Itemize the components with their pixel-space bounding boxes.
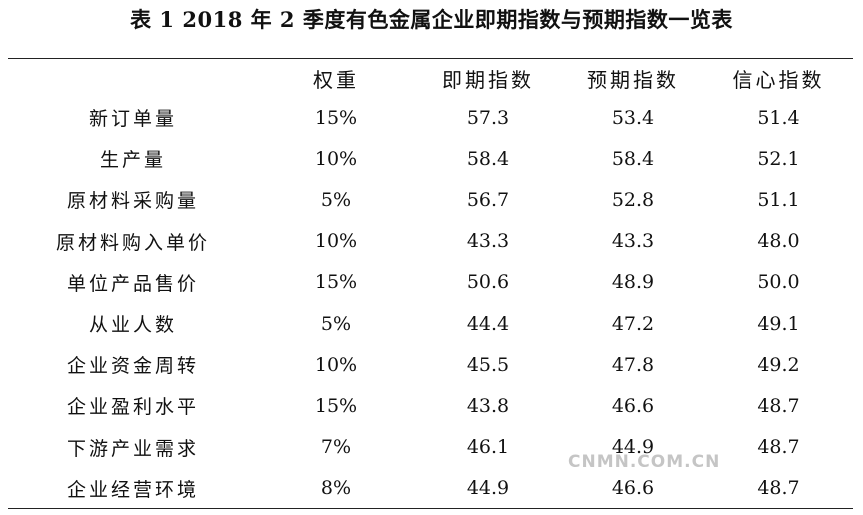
row-weight: 5% <box>320 312 352 335</box>
row-weight: 8% <box>320 477 352 500</box>
row-expected: 47.8 <box>611 353 655 376</box>
row-weight: 10% <box>314 147 358 170</box>
table-row: 单位产品售价 15% 50.6 48.9 50.0 <box>8 262 853 303</box>
row-confidence: 49.1 <box>757 312 800 335</box>
row-confidence: 48.0 <box>757 230 800 253</box>
row-name: 下游产业需求 <box>66 437 199 460</box>
row-weight: 7% <box>320 436 352 459</box>
table-bottom-rule <box>8 508 853 509</box>
table-row: 企业盈利水平 15% 43.8 46.6 48.7 <box>8 385 853 426</box>
row-confidence: 52.1 <box>757 147 800 170</box>
row-weight: 15% <box>314 394 358 417</box>
row-expected: 58.4 <box>611 147 655 170</box>
row-weight: 15% <box>314 271 358 294</box>
row-name: 企业经营环境 <box>66 478 199 501</box>
row-expected: 53.4 <box>611 106 655 129</box>
row-confidence: 51.1 <box>757 188 800 211</box>
row-name: 企业盈利水平 <box>66 396 199 419</box>
row-weight: 10% <box>314 353 358 376</box>
row-confidence: 50.0 <box>757 271 800 294</box>
row-current: 44.9 <box>466 477 510 500</box>
row-confidence: 48.7 <box>757 436 800 459</box>
header-current-index: 即期指数 <box>442 67 534 92</box>
table-top-rule <box>8 58 853 59</box>
row-current: 45.5 <box>466 353 510 376</box>
table-row: 从业人数 5% 44.4 47.2 49.1 <box>8 303 853 344</box>
table-row: 企业资金周转 10% 45.5 47.8 49.2 <box>8 344 853 385</box>
header-weight: 权重 <box>313 67 359 92</box>
header-row: 权重 即期指数 预期指数 信心指数 <box>8 59 853 97</box>
row-expected: 52.8 <box>611 188 655 211</box>
row-current: 57.3 <box>466 106 510 129</box>
table-row: 生产量 10% 58.4 58.4 52.1 <box>8 138 853 179</box>
row-current: 50.6 <box>466 271 510 294</box>
header-confidence-index: 信心指数 <box>732 67 825 92</box>
row-confidence: 49.2 <box>757 353 800 376</box>
table-row: 原材料采购量 5% 56.7 52.8 51.1 <box>8 179 853 220</box>
row-expected: 46.6 <box>611 477 655 500</box>
row-name: 原材料购入单价 <box>55 231 210 254</box>
row-current: 58.4 <box>466 147 510 170</box>
row-expected: 46.6 <box>611 394 655 417</box>
row-confidence: 48.7 <box>757 394 800 417</box>
row-name: 新订单量 <box>88 108 177 131</box>
row-expected: 44.9 <box>611 436 655 459</box>
row-name: 生产量 <box>99 149 166 172</box>
table-row: 下游产业需求 7% 46.1 44.9 48.7 <box>8 427 853 468</box>
row-current: 44.4 <box>466 312 510 335</box>
header-expected-index: 预期指数 <box>587 67 679 92</box>
row-expected: 48.9 <box>611 271 655 294</box>
row-weight: 15% <box>314 106 358 129</box>
row-name: 从业人数 <box>88 314 177 337</box>
row-current: 43.8 <box>466 394 510 417</box>
row-weight: 5% <box>320 188 352 211</box>
table-title: 表 1 2018 年 2 季度有色金属企业即期指数与预期指数一览表 <box>130 7 733 32</box>
row-name: 企业资金周转 <box>66 355 199 378</box>
index-table: 权重 即期指数 预期指数 信心指数 新订单量 15% 57.3 53.4 51.… <box>8 59 853 509</box>
row-name: 原材料采购量 <box>66 190 199 213</box>
row-expected: 47.2 <box>611 312 655 335</box>
row-name: 单位产品售价 <box>66 272 199 295</box>
row-confidence: 51.4 <box>757 106 800 129</box>
table-row: 企业经营环境 8% 44.9 46.6 48.7 <box>8 468 853 509</box>
row-weight: 10% <box>314 230 358 253</box>
row-current: 56.7 <box>466 188 510 211</box>
row-confidence: 48.7 <box>757 477 800 500</box>
table-row: 原材料购入单价 10% 43.3 43.3 48.0 <box>8 221 853 262</box>
header-blank <box>8 59 258 97</box>
row-expected: 43.3 <box>611 230 655 253</box>
row-current: 46.1 <box>466 436 510 459</box>
table-row: 新订单量 15% 57.3 53.4 51.4 <box>8 97 853 138</box>
row-current: 43.3 <box>466 230 510 253</box>
